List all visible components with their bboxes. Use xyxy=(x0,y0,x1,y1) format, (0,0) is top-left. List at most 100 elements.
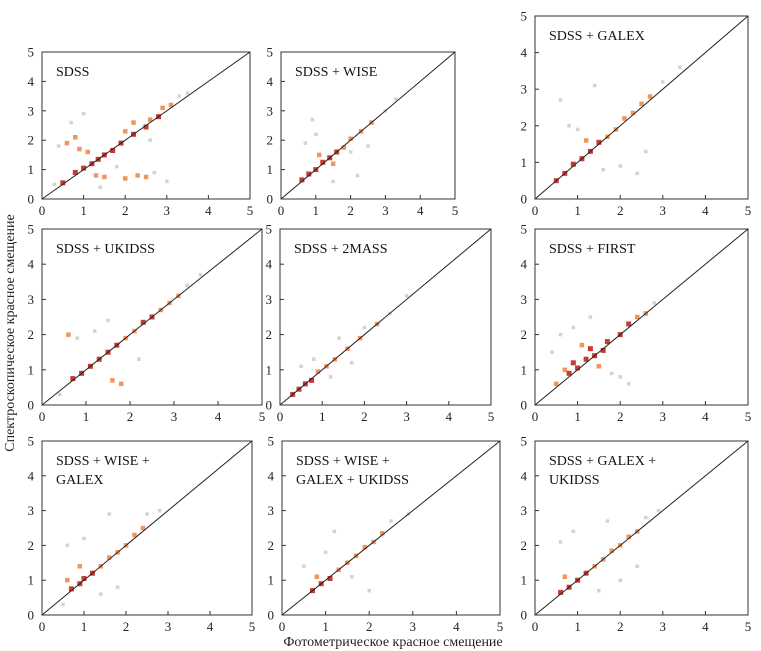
data-point-low xyxy=(661,80,665,84)
data-point-low xyxy=(597,588,601,593)
data-point-high xyxy=(143,124,149,130)
data-point-low xyxy=(115,164,119,169)
panel-9: 00 1 1 2 2 3 3 4 4 5 5 SDSS + GALEX + UKIDSS xyxy=(521,434,752,635)
data-point-low xyxy=(678,65,682,69)
data-point-medium xyxy=(65,578,70,583)
y-tick-label: 3 xyxy=(28,292,35,307)
y-tick-label: 5 xyxy=(521,9,528,24)
panel-title: SDSS + WISE + xyxy=(296,454,390,469)
data-point-medium xyxy=(317,152,322,158)
x-tick-label: 2 xyxy=(617,409,624,424)
data-point-high xyxy=(70,376,76,382)
data-point-medium xyxy=(93,173,99,178)
data-point-low xyxy=(61,602,65,607)
data-point-low xyxy=(362,325,367,330)
x-tick-label: 1 xyxy=(574,409,581,424)
x-tick-label: 0 xyxy=(532,203,539,218)
y-tick-label: 0 xyxy=(521,398,528,413)
data-point-high xyxy=(110,148,116,153)
data-point-low xyxy=(299,364,303,368)
data-point-low xyxy=(98,185,102,189)
y-tick-label: 5 xyxy=(521,434,528,449)
data-point-low xyxy=(571,325,576,330)
panel-title: SDSS + GALEX xyxy=(549,29,645,44)
x-tick-label: 1 xyxy=(83,409,90,424)
data-point-medium xyxy=(77,564,82,569)
data-point-high xyxy=(570,161,576,167)
data-point-low xyxy=(310,117,315,122)
data-point-low xyxy=(148,138,152,142)
x-tick-label: 4 xyxy=(702,619,709,634)
y-tick-label: 1 xyxy=(521,155,528,170)
data-point-medium xyxy=(579,342,585,348)
x-tick-label: 3 xyxy=(660,619,667,634)
data-point-low xyxy=(328,375,333,379)
data-point-medium xyxy=(140,525,146,531)
data-point-low xyxy=(350,361,354,365)
reference-line xyxy=(41,440,253,616)
x-tick-label: 1 xyxy=(319,409,326,424)
y-tick-label: 3 xyxy=(521,503,528,518)
data-point-low xyxy=(337,336,341,340)
data-point-high xyxy=(320,159,326,165)
data-point-low xyxy=(656,508,661,513)
y-tick-label: 5 xyxy=(28,222,35,237)
y-tick-label: 2 xyxy=(267,133,274,148)
panel-title: UKIDSS xyxy=(549,473,600,488)
data-point-high xyxy=(72,170,78,175)
y-tick-label: 5 xyxy=(521,222,528,237)
data-point-medium xyxy=(132,532,137,538)
y-tick-label: 3 xyxy=(268,503,275,518)
x-tick-label: 0 xyxy=(279,619,286,634)
data-point-low xyxy=(550,350,554,354)
data-point-low xyxy=(65,543,69,548)
x-tick-label: 1 xyxy=(313,203,320,218)
data-point-low xyxy=(312,357,316,361)
data-point-high xyxy=(570,360,576,366)
data-point-high xyxy=(600,347,606,353)
panel-title: SDSS xyxy=(56,65,89,80)
panel-title: GALEX xyxy=(56,473,103,488)
x-tick-label: 0 xyxy=(278,203,285,218)
data-point-low xyxy=(314,132,318,137)
data-point-low xyxy=(57,392,62,397)
panel-title: SDSS + FIRST xyxy=(549,242,636,257)
panel-title: SDSS + WISE + xyxy=(56,454,150,469)
y-axis-label: Спектроскопическое красное смещение xyxy=(3,214,18,451)
data-point-high xyxy=(140,319,146,325)
data-point-high xyxy=(309,377,315,383)
y-tick-label: 4 xyxy=(28,257,35,272)
x-tick-label: 2 xyxy=(127,409,134,424)
data-point-low xyxy=(404,294,409,298)
data-point-low xyxy=(93,329,97,333)
data-point-medium xyxy=(168,102,174,108)
x-tick-label: 1 xyxy=(574,203,581,218)
y-tick-label: 1 xyxy=(28,362,35,377)
x-tick-label: 1 xyxy=(322,619,329,634)
y-tick-label: 0 xyxy=(28,398,35,413)
data-point-medium xyxy=(147,117,153,122)
data-point-low xyxy=(558,98,563,102)
data-point-low xyxy=(575,127,580,132)
data-point-low xyxy=(115,585,120,589)
data-point-medium xyxy=(562,574,568,579)
x-tick-label: 5 xyxy=(452,203,459,218)
data-point-medium xyxy=(315,369,321,374)
x-tick-label: 2 xyxy=(617,203,624,218)
x-tick-label: 5 xyxy=(247,203,254,218)
y-tick-label: 1 xyxy=(266,362,273,377)
y-tick-label: 4 xyxy=(268,468,275,483)
data-point-medium xyxy=(107,555,112,560)
y-tick-label: 1 xyxy=(268,573,275,588)
data-point-low xyxy=(185,91,190,95)
y-tick-label: 3 xyxy=(28,503,35,518)
y-tick-label: 1 xyxy=(28,162,35,177)
data-point-low xyxy=(355,173,360,178)
data-point-low xyxy=(106,318,110,323)
y-tick-label: 2 xyxy=(28,327,35,342)
panel-title: SDSS + WISE xyxy=(295,65,377,80)
y-tick-label: 4 xyxy=(521,468,528,483)
y-tick-label: 4 xyxy=(521,257,528,272)
y-tick-label: 2 xyxy=(521,118,528,133)
y-tick-label: 2 xyxy=(521,538,528,553)
